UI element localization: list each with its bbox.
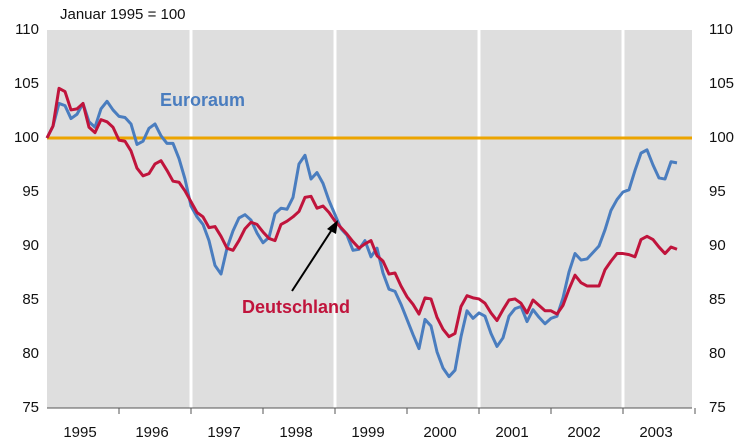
annotation-arrow	[291, 227, 334, 292]
x-tick-label: 1998	[279, 424, 312, 439]
y2-tick-label: 105	[709, 75, 734, 92]
y2-tick-label: 100	[709, 129, 734, 146]
y2-tick-label: 95	[709, 183, 726, 200]
y-tick-label: 90	[22, 237, 39, 254]
x-tick-label: 1996	[135, 424, 168, 439]
y2-tick-label: 75	[709, 399, 726, 416]
x-tick-label: 2001	[495, 424, 528, 439]
y-tick-label: 75	[22, 399, 39, 416]
y-tick-label: 110	[15, 21, 39, 38]
y-tick-label: 100	[14, 129, 39, 146]
y-tick-label: 85	[22, 291, 39, 308]
y2-tick-label: 80	[709, 345, 726, 362]
x-tick-label: 1999	[351, 424, 384, 439]
annotation-arrowhead	[327, 220, 338, 234]
x-tick-label: 1997	[207, 424, 240, 439]
plot-area	[47, 30, 692, 408]
y2-tick-label: 90	[709, 237, 726, 254]
chart-subtitle: Januar 1995 = 100	[60, 6, 186, 23]
x-tick-label: 2002	[567, 424, 600, 439]
y2-tick-label: 110	[709, 21, 733, 38]
x-tick-label: 2003	[639, 424, 672, 439]
x-tick-label: 2000	[423, 424, 456, 439]
series-line	[45, 86, 678, 339]
y2-tick-label: 85	[709, 291, 726, 308]
series-label: Deutschland	[242, 297, 350, 317]
y-tick-label: 105	[14, 75, 39, 92]
x-tick-label: 1995	[63, 424, 96, 439]
y-tick-label: 80	[22, 345, 39, 362]
series-label: Euroraum	[160, 90, 245, 110]
y-tick-label: 95	[22, 183, 39, 200]
